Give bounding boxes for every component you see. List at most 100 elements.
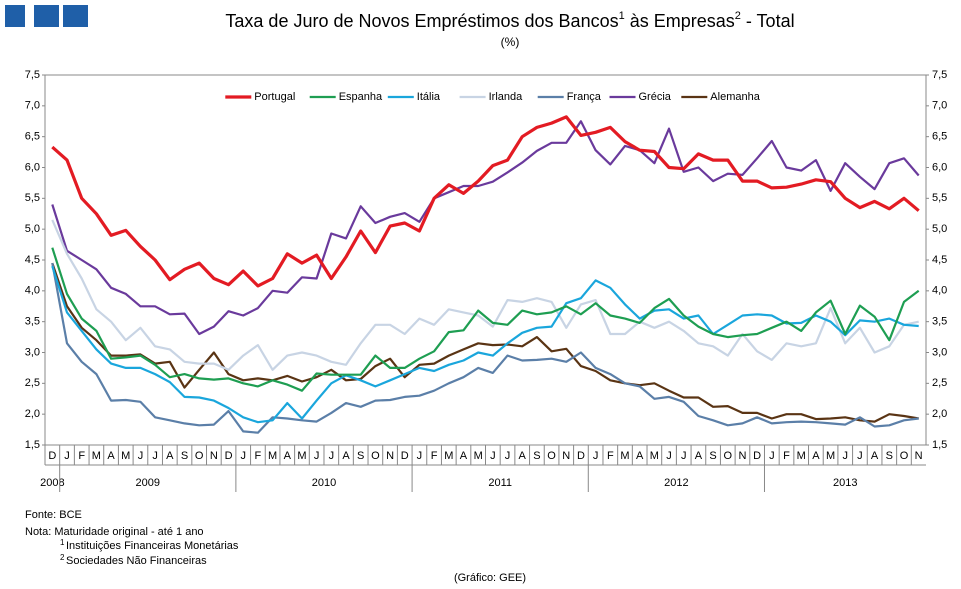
y-tick-label: 3,0 (25, 346, 40, 358)
x-tick-label: J (593, 450, 599, 462)
y2-tick-label: 6,0 (932, 161, 947, 173)
x-tick-label: M (268, 450, 277, 462)
x-tick-label: S (709, 450, 716, 462)
x-tick-label: M (826, 450, 835, 462)
x-tick-label: S (181, 450, 188, 462)
x-tick-label: N (738, 450, 746, 462)
legend-label: Irlanda (489, 91, 524, 103)
x-tick-label: D (225, 450, 233, 462)
note: Nota: Maturidade original - até 1 ano (25, 526, 204, 538)
x-tick-label: J (329, 450, 335, 462)
y-tick-label: 1,5 (25, 439, 40, 451)
x-tick-label: M (297, 450, 306, 462)
x-tick-label: J (152, 450, 158, 462)
y2-tick-label: 1,5 (932, 439, 947, 451)
x-tick-label: S (533, 450, 540, 462)
x-tick-label: J (681, 450, 687, 462)
y-tick-label: 3,5 (25, 316, 40, 328)
x-tick-label: A (342, 450, 350, 462)
y2-tick-label: 5,5 (932, 192, 947, 204)
x-tick-label: M (650, 450, 659, 462)
x-tick-label: N (210, 450, 218, 462)
title-part: - Total (741, 11, 795, 31)
x-tick-label: J (64, 450, 70, 462)
year-label: 2011 (488, 477, 512, 489)
logo-block (34, 5, 59, 27)
legend-label: Grécia (639, 91, 672, 103)
x-tick-label: D (577, 450, 585, 462)
x-tick-label: N (915, 450, 923, 462)
y-tick-label: 6,5 (25, 131, 40, 143)
series-line (51, 115, 920, 288)
x-tick-label: F (783, 450, 790, 462)
x-tick-label: J (842, 450, 848, 462)
y2-tick-label: 4,5 (932, 254, 947, 266)
x-tick-label: J (666, 450, 672, 462)
y2-tick-label: 7,0 (932, 100, 947, 112)
x-tick-label: A (812, 450, 820, 462)
series-line (51, 262, 919, 423)
x-tick-label: J (490, 450, 496, 462)
footnote-sup: 2 (60, 553, 65, 562)
x-tick-label: F (78, 450, 85, 462)
logo-block (5, 5, 25, 27)
chart-title: Taxa de Juro de Novos Empréstimos dos Ba… (225, 10, 794, 31)
legend-label: Itália (417, 91, 441, 103)
x-tick-label: A (107, 450, 115, 462)
x-tick-label: D (753, 450, 761, 462)
logo-block (63, 5, 88, 27)
year-label: 2010 (312, 477, 336, 489)
title-part: às Empresas (625, 11, 735, 31)
x-tick-label: M (797, 450, 806, 462)
y2-tick-label: 3,0 (932, 346, 947, 358)
x-tick-label: S (357, 450, 364, 462)
x-tick-label: D (401, 450, 409, 462)
y2-tick-label: 5,0 (932, 223, 947, 235)
footnote-sup: 1 (60, 538, 65, 547)
year-label: 2008 (40, 477, 64, 489)
x-tick-label: O (723, 450, 732, 462)
legend-label: Alemanha (710, 91, 760, 103)
x-tick-label: J (240, 450, 246, 462)
legend-label: Espanha (339, 91, 383, 103)
legend-label: França (567, 91, 602, 103)
title-sup: 1 (619, 10, 625, 22)
credit: (Gráfico: GEE) (454, 572, 526, 584)
x-tick-label: F (607, 450, 614, 462)
x-tick-label: A (695, 450, 703, 462)
footnote-text: Sociedades Não Financeiras (66, 555, 207, 567)
x-tick-label: O (195, 450, 204, 462)
legend-label: Portugal (254, 91, 295, 103)
y2-tick-label: 2,5 (932, 377, 947, 389)
series-line (51, 265, 919, 424)
x-tick-label: D (48, 450, 56, 462)
x-tick-label: A (460, 450, 468, 462)
x-tick-label: S (886, 450, 893, 462)
x-tick-label: O (547, 450, 556, 462)
y-tick-label: 2,5 (25, 377, 40, 389)
series-line (51, 247, 920, 392)
x-tick-label: N (562, 450, 570, 462)
x-tick-label: J (138, 450, 144, 462)
x-tick-label: J (769, 450, 775, 462)
chart-subtitle: (%) (501, 35, 520, 49)
x-tick-label: O (371, 450, 380, 462)
x-tick-label: M (620, 450, 629, 462)
y2-tick-label: 6,5 (932, 131, 947, 143)
y2-tick-label: 3,5 (932, 316, 947, 328)
series-line (51, 262, 919, 434)
source: Fonte: BCE (25, 509, 82, 521)
x-tick-label: J (314, 450, 320, 462)
y-tick-label: 4,5 (25, 254, 40, 266)
y2-tick-label: 4,0 (932, 285, 947, 297)
x-tick-label: J (505, 450, 511, 462)
x-tick-label: F (255, 450, 262, 462)
year-label: 2012 (664, 477, 688, 489)
y-tick-label: 4,0 (25, 285, 40, 297)
x-tick-label: A (636, 450, 644, 462)
y-tick-label: 5,0 (25, 223, 40, 235)
y2-tick-label: 7,5 (932, 69, 947, 81)
year-label: 2009 (136, 477, 160, 489)
x-tick-label: J (417, 450, 423, 462)
